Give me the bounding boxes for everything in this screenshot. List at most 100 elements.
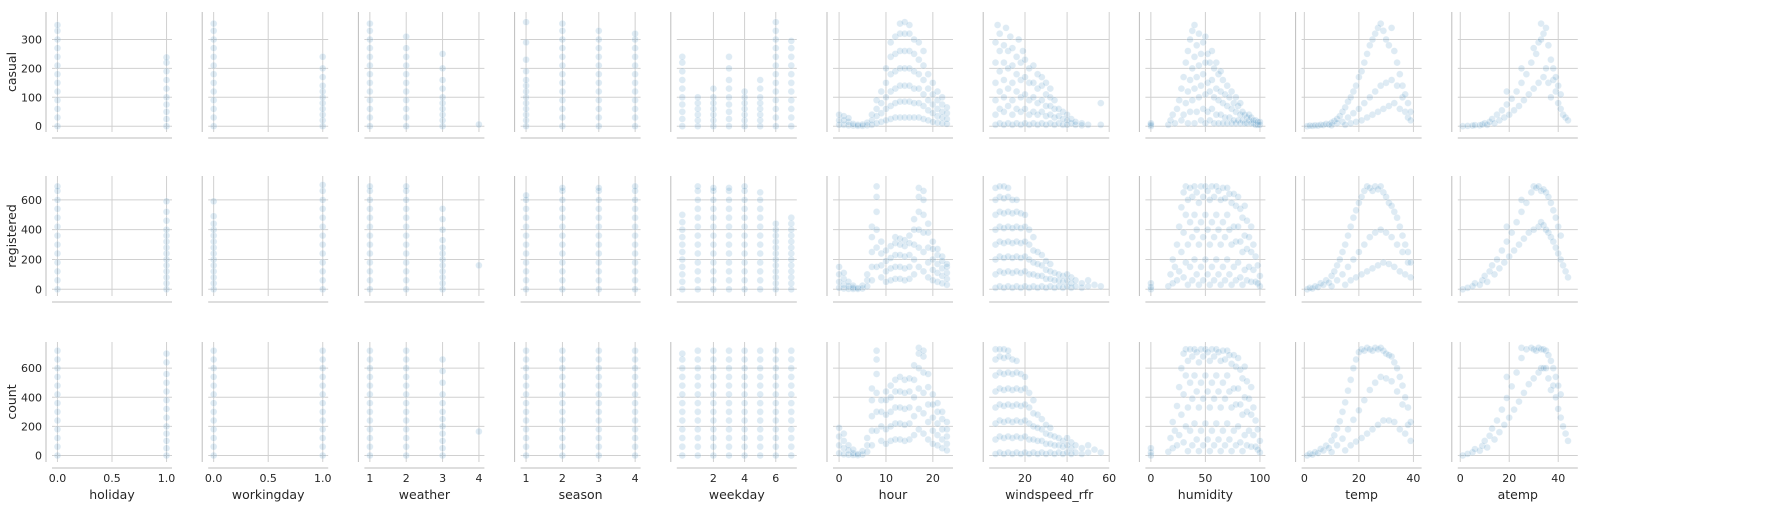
scatter-point bbox=[1059, 284, 1067, 292]
scatter-point bbox=[882, 411, 890, 419]
scatter-point bbox=[1201, 90, 1210, 99]
scatter-point bbox=[631, 399, 639, 407]
scatter-point bbox=[772, 364, 780, 372]
scatter-point bbox=[1002, 24, 1010, 32]
scatter-point bbox=[522, 416, 530, 425]
scatter-point bbox=[558, 223, 567, 231]
scatter-point bbox=[1192, 108, 1201, 116]
scatter-point bbox=[1549, 64, 1558, 73]
scatter-point bbox=[1532, 184, 1540, 192]
scatter-point bbox=[1327, 448, 1336, 456]
panel-casual-vs-hour bbox=[826, 12, 953, 139]
scatter-point bbox=[991, 58, 1000, 67]
scatter-point bbox=[1393, 387, 1401, 396]
scatter-point bbox=[1517, 344, 1526, 352]
scatter-point bbox=[1050, 450, 1059, 458]
scatter-point bbox=[1012, 105, 1021, 113]
scatter-point bbox=[1177, 364, 1186, 372]
scatter-point bbox=[366, 347, 374, 355]
scatter-point bbox=[1008, 269, 1017, 277]
scatter-point bbox=[882, 105, 890, 113]
scatter-point bbox=[1346, 441, 1355, 449]
scatter-point bbox=[896, 97, 904, 106]
scatter-point bbox=[725, 93, 733, 102]
scatter-point bbox=[1552, 87, 1560, 96]
scatter-point bbox=[1208, 47, 1216, 55]
scatter-point bbox=[1225, 387, 1234, 396]
scatter-point bbox=[1199, 233, 1207, 241]
scatter-point bbox=[772, 18, 780, 26]
scatter-point bbox=[1225, 93, 1234, 102]
scatter-point bbox=[915, 263, 923, 271]
panel-count-vs-holiday bbox=[45, 342, 172, 469]
scatter-point bbox=[924, 435, 932, 444]
scatter-point bbox=[1008, 196, 1017, 204]
scatter-point bbox=[558, 70, 567, 78]
scatter-point bbox=[1517, 79, 1526, 87]
scatter-point bbox=[740, 196, 749, 204]
scatter-point bbox=[787, 347, 795, 355]
scatter-point bbox=[319, 81, 327, 90]
scatter-point bbox=[438, 226, 447, 234]
scatter-point bbox=[319, 223, 327, 231]
scatter-point bbox=[402, 70, 410, 78]
scatter-point bbox=[1336, 255, 1344, 264]
scatter-point bbox=[595, 96, 603, 104]
scatter-point bbox=[366, 258, 374, 267]
scatter-point bbox=[1330, 117, 1339, 125]
scatter-point bbox=[1212, 182, 1221, 191]
scatter-point bbox=[1182, 182, 1190, 191]
scatter-point bbox=[740, 116, 749, 125]
scatter-point bbox=[877, 261, 885, 270]
scatter-point bbox=[1025, 270, 1033, 279]
scatter-point bbox=[522, 347, 530, 355]
scatter-point bbox=[1173, 441, 1181, 449]
scatter-point bbox=[1147, 451, 1155, 460]
scatter-point bbox=[725, 240, 733, 249]
scatter-point bbox=[1374, 421, 1382, 429]
scatter-point bbox=[595, 240, 603, 249]
scatter-point bbox=[1232, 276, 1240, 284]
scatter-point bbox=[162, 231, 171, 240]
scatter-point bbox=[694, 214, 702, 222]
scatter-point bbox=[1017, 284, 1025, 292]
scatter-point bbox=[1247, 278, 1255, 286]
scatter-point bbox=[740, 205, 749, 213]
scatter-point bbox=[844, 441, 853, 449]
scatter-point bbox=[53, 79, 62, 87]
scatter-point bbox=[631, 214, 639, 222]
scatter-point bbox=[1393, 81, 1401, 90]
scatter-point bbox=[1463, 450, 1472, 458]
scatter-point bbox=[1230, 263, 1238, 271]
scatter-point bbox=[1374, 185, 1382, 194]
scatter-point bbox=[1223, 81, 1231, 90]
scatter-point bbox=[993, 21, 1002, 29]
scatter-point bbox=[740, 214, 749, 222]
scatter-point bbox=[402, 364, 410, 372]
scatter-point bbox=[1177, 248, 1186, 256]
scatter-point bbox=[725, 249, 733, 258]
scatter-point bbox=[1212, 84, 1221, 93]
scatter-point bbox=[366, 79, 374, 87]
scatter-point bbox=[1029, 93, 1038, 102]
scatter-point bbox=[1025, 419, 1033, 428]
scatter-point bbox=[1247, 443, 1255, 451]
scatter-point bbox=[595, 87, 603, 96]
scatter-point bbox=[1025, 64, 1033, 73]
x-tick-label: 0.0 bbox=[49, 472, 67, 485]
scatter-point bbox=[162, 100, 171, 109]
scatter-point bbox=[1203, 348, 1212, 356]
scatter-point bbox=[162, 358, 171, 367]
scatter-point bbox=[1471, 445, 1479, 453]
scatter-point bbox=[919, 228, 928, 237]
scatter-point bbox=[1333, 261, 1341, 270]
scatter-point bbox=[1552, 373, 1560, 381]
scatter-point bbox=[1186, 427, 1194, 435]
scatter-point bbox=[210, 285, 218, 293]
scatter-point bbox=[772, 355, 780, 364]
scatter-point bbox=[1179, 188, 1188, 197]
scatter-point bbox=[631, 285, 639, 293]
scatter-point bbox=[1346, 119, 1355, 128]
scatter-point bbox=[319, 53, 327, 61]
scatter-point bbox=[694, 276, 702, 284]
